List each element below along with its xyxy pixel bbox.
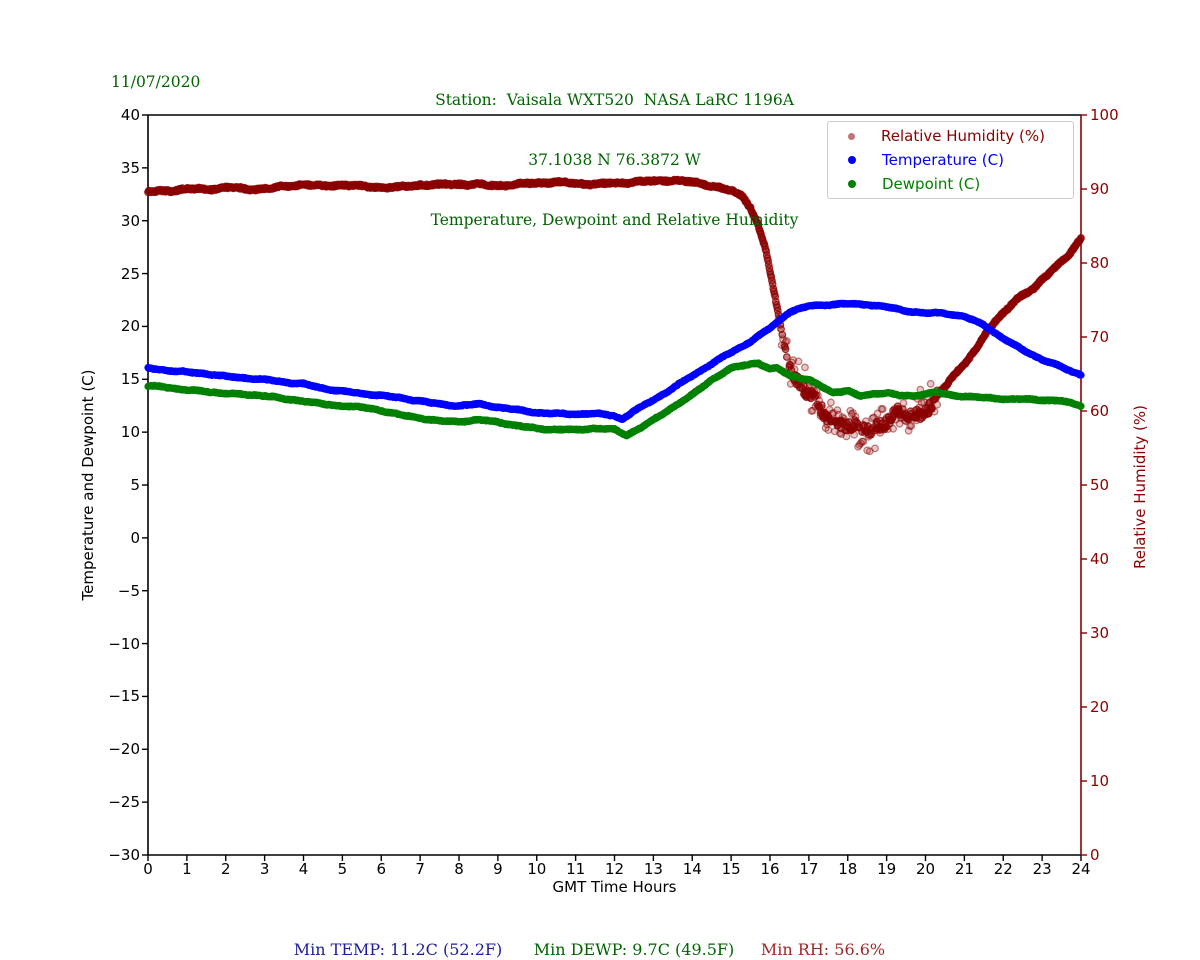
ytickl-label: −5 — [117, 581, 140, 600]
xtick-label: 4 — [298, 860, 309, 878]
y-axis-label-left: Temperature and Dewpoint (C) — [79, 369, 97, 601]
xtick-label: 13 — [643, 860, 663, 878]
xtick-label: 22 — [993, 860, 1013, 878]
legend-item-relative-humidity: Relative Humidity (%) — [828, 124, 1073, 148]
xtick-label: 0 — [143, 860, 153, 878]
xtick-label: 24 — [1071, 860, 1091, 878]
legend-label-relative-humidity: Relative Humidity (%) — [881, 127, 1045, 145]
min-temp-stat: Min TEMP: 11.2C (52.2F) — [293, 940, 503, 959]
legend-label-dewpoint: Dewpoint (C) — [882, 175, 981, 193]
xtick-label: 8 — [454, 860, 464, 878]
title-station-line: Station: Vaisala WXT520 NASA LaRC 1196A — [435, 91, 794, 109]
ytickl-label: 15 — [120, 370, 140, 389]
ytickl-label: 20 — [120, 317, 140, 336]
legend-item-temperature: Temperature (C) — [828, 148, 1073, 172]
temp-min-max-stats: Min TEMP: 11.2C (52.2F) Max TEMP: 22.2C … — [292, 897, 504, 960]
xtick-label: 9 — [493, 860, 503, 878]
ytickr-label: 40 — [1090, 550, 1110, 568]
ytickl-label: 30 — [120, 211, 140, 230]
ytickl-label: −15 — [108, 687, 140, 706]
title-coordinates-line: 37.1038 N 76.3872 W — [528, 151, 701, 169]
xtick-label: 19 — [877, 860, 897, 878]
ytickl-label: −30 — [108, 846, 140, 864]
xtick-label: 2 — [220, 860, 231, 878]
ytickl-label: 25 — [120, 264, 140, 283]
legend-label-temperature: Temperature (C) — [882, 151, 1004, 169]
xtick-label: 21 — [954, 860, 974, 878]
ytickr-label: 10 — [1090, 772, 1110, 790]
xtick-label: 20 — [915, 860, 936, 878]
dewp-min-max-stats: Min DEWP: 9.7C (49.5F) Max DEWP: 16.6C (… — [527, 897, 741, 960]
dewpoint-dot-icon — [848, 180, 856, 188]
ytickr-label: 70 — [1090, 328, 1110, 346]
humidity-dot-icon — [848, 132, 855, 140]
ytickl-label: −25 — [108, 793, 140, 812]
chart-title: Station: Vaisala WXT520 NASA LaRC 1196A … — [148, 50, 1081, 270]
xtick-label: 3 — [259, 860, 270, 878]
ytickr-label: 30 — [1090, 624, 1110, 642]
ytickr-label: 90 — [1090, 180, 1110, 198]
ytickl-label: 35 — [120, 158, 140, 177]
legend: Relative Humidity (%) Temperature (C) De… — [827, 121, 1074, 199]
ytickr-label: 50 — [1090, 476, 1110, 494]
ytickr-label: 20 — [1090, 698, 1110, 716]
ytickl-label: −20 — [108, 740, 140, 759]
min-rh-stat: Min RH: 56.6% — [760, 940, 886, 959]
ytickr-label: 80 — [1090, 254, 1110, 272]
ytickr-label: 100 — [1090, 106, 1119, 124]
xtick-label: 23 — [1032, 860, 1052, 878]
xtick-label: 7 — [415, 860, 425, 878]
xtick-label: 6 — [376, 860, 387, 878]
legend-item-dewpoint: Dewpoint (C) — [828, 172, 1073, 196]
ytickr-label: 60 — [1090, 402, 1110, 420]
x-axis-label: GMT Time Hours — [552, 878, 677, 896]
xtick-label: 12 — [604, 860, 625, 878]
temperature-dot-icon — [848, 156, 856, 164]
ytickl-label: 10 — [120, 423, 140, 442]
ytickl-label: 5 — [130, 476, 140, 494]
date-label: 11/07/2020 — [111, 73, 201, 91]
min-dewp-stat: Min DEWP: 9.7C (49.5F) — [533, 940, 735, 959]
xtick-label: 16 — [760, 860, 780, 878]
xtick-label: 10 — [527, 860, 547, 878]
rh-min-max-stats: Min RH: 56.6% Max RH: 91.1% — [759, 897, 886, 960]
xtick-label: 17 — [799, 860, 819, 878]
xtick-label: 1 — [182, 860, 192, 878]
ytickl-label: 0 — [130, 528, 140, 547]
xtick-label: 11 — [566, 860, 586, 878]
ytickl-label: 40 — [120, 106, 140, 124]
ytickl-label: −10 — [108, 634, 140, 653]
xtick-label: 5 — [337, 860, 348, 878]
title-subtitle-line: Temperature, Dewpoint and Relative Humid… — [430, 211, 799, 229]
ytickr-label: 0 — [1090, 846, 1100, 864]
xtick-label: 18 — [838, 860, 858, 878]
xtick-label: 15 — [721, 860, 741, 878]
xtick-label: 14 — [682, 860, 702, 878]
